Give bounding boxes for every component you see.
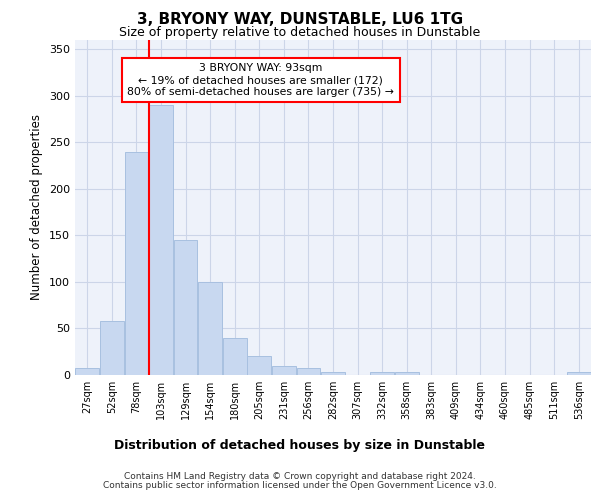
Text: 3, BRYONY WAY, DUNSTABLE, LU6 1TG: 3, BRYONY WAY, DUNSTABLE, LU6 1TG xyxy=(137,12,463,28)
Bar xyxy=(321,372,345,375)
Bar xyxy=(395,372,419,375)
Bar xyxy=(173,240,197,375)
Text: 3 BRYONY WAY: 93sqm
← 19% of detached houses are smaller (172)
80% of semi-detac: 3 BRYONY WAY: 93sqm ← 19% of detached ho… xyxy=(127,64,394,96)
Bar xyxy=(198,282,222,375)
Y-axis label: Number of detached properties: Number of detached properties xyxy=(31,114,43,300)
Bar xyxy=(370,372,394,375)
Bar xyxy=(247,356,271,375)
Bar xyxy=(296,368,320,375)
Bar xyxy=(272,366,296,375)
Bar xyxy=(567,372,590,375)
Text: Size of property relative to detached houses in Dunstable: Size of property relative to detached ho… xyxy=(119,26,481,39)
Bar xyxy=(76,368,99,375)
Bar xyxy=(223,338,247,375)
Text: Distribution of detached houses by size in Dunstable: Distribution of detached houses by size … xyxy=(115,440,485,452)
Text: Contains HM Land Registry data © Crown copyright and database right 2024.: Contains HM Land Registry data © Crown c… xyxy=(124,472,476,481)
Bar xyxy=(125,152,148,375)
Bar xyxy=(100,321,124,375)
Text: Contains public sector information licensed under the Open Government Licence v3: Contains public sector information licen… xyxy=(103,481,497,490)
Bar xyxy=(149,105,173,375)
